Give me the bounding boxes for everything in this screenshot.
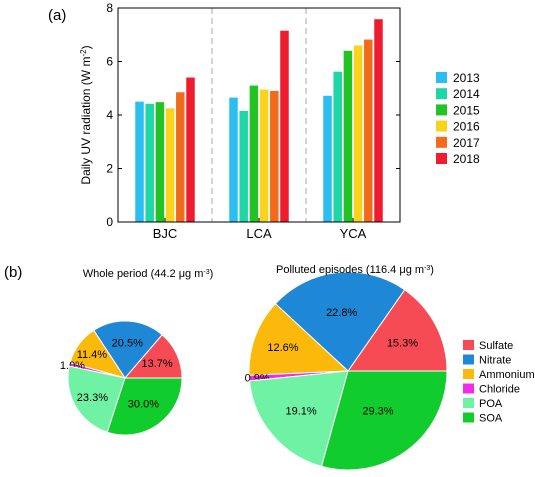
pie-whole-period-title-end: ) bbox=[210, 268, 214, 280]
pie-whole-period: 13.7%20.5%11.4%1.0%23.3%30.0% bbox=[60, 320, 183, 436]
bar-lca-2018 bbox=[280, 30, 289, 222]
pie-whole-period-title-sup: -3 bbox=[203, 269, 209, 276]
bar-yca-2015 bbox=[343, 50, 353, 222]
y-tick-label: 6 bbox=[106, 55, 113, 69]
pie-polluted-title-main: Polluted episodes (116.4 μg m bbox=[276, 264, 424, 276]
bar-bjc-2016 bbox=[165, 108, 175, 222]
legend-swatch-2018 bbox=[436, 153, 447, 164]
x-category-label: LCA bbox=[246, 226, 272, 241]
y-axis-label-end: ) bbox=[79, 45, 93, 49]
pie-slice-soa bbox=[106, 377, 183, 436]
pie-polluted-title: Polluted episodes (116.4 μg m-3) bbox=[276, 264, 434, 276]
bar-bjc-2013 bbox=[135, 101, 144, 222]
legend-swatch-2014 bbox=[436, 88, 447, 100]
pie-legend-label-soa: SOA bbox=[479, 413, 503, 425]
pie-slice-nitrate bbox=[93, 320, 163, 379]
pie-polluted-episodes: 15.3%22.8%12.6%0.9%19.1% 29.3% bbox=[245, 271, 448, 471]
pie-legend-label-sulfate: Sulfate bbox=[479, 340, 513, 352]
pie-slice-soa bbox=[320, 370, 448, 471]
pie-slice-nitrate bbox=[274, 271, 406, 372]
x-category-label: YCA bbox=[340, 226, 367, 241]
pie-label-nitrate: 22.8% bbox=[326, 307, 357, 319]
legend-swatch-2016 bbox=[436, 120, 447, 132]
pie-legend-label-chloride: Chloride bbox=[479, 384, 520, 396]
pie-slice-ammonium bbox=[248, 302, 350, 376]
pie-label-ammonium: 12.6% bbox=[267, 342, 298, 354]
pie-label-sulfate: 13.7% bbox=[142, 358, 173, 370]
pie-legend-swatch-nitrate bbox=[463, 354, 474, 365]
legend-label-2016: 2016 bbox=[453, 120, 480, 134]
bar-lca-2015 bbox=[249, 85, 259, 222]
legend-swatch-2015 bbox=[436, 104, 447, 116]
bar-series bbox=[135, 19, 383, 223]
legend-label-2013: 2013 bbox=[453, 71, 480, 85]
bar-yca-2018 bbox=[374, 19, 383, 222]
pie-label-poa: 19.1% bbox=[285, 406, 316, 418]
pie-label-ammonium: 11.4% bbox=[77, 349, 108, 361]
bar-bjc-2015 bbox=[155, 102, 165, 222]
pie-legend-label-nitrate: Nitrate bbox=[479, 355, 511, 367]
pie-legend-swatch-soa bbox=[463, 412, 474, 423]
legend-label-2017: 2017 bbox=[453, 136, 480, 150]
y-axis-label: Daily UV radiation (W m-2) bbox=[79, 45, 94, 184]
pie-whole-period-title-main: Whole period (44.2 μg m bbox=[83, 268, 204, 280]
legend-swatch-2017 bbox=[436, 136, 447, 148]
pie-legend-swatch-ammonium bbox=[463, 369, 474, 379]
y-tick-label: 4 bbox=[106, 108, 113, 122]
pie-label-soa: 29.3% bbox=[362, 405, 393, 417]
bar-yca-2014 bbox=[333, 71, 342, 222]
bar-lca-2017 bbox=[270, 90, 279, 222]
bar-lca-2014 bbox=[239, 110, 248, 222]
pie-legend: Sulfate Nitrate Ammonium Chloride POA SOA bbox=[463, 340, 535, 425]
pie-label-nitrate: 20.5% bbox=[112, 338, 143, 350]
bar-separators bbox=[211, 8, 307, 222]
pie-polluted-title-end: ) bbox=[430, 264, 434, 276]
legend-label-2014: 2014 bbox=[453, 87, 480, 101]
bar-lca-2016 bbox=[259, 89, 269, 223]
y-axis-label-sup: -2 bbox=[79, 49, 88, 57]
pie-legend-label-ammonium: Ammonium bbox=[479, 369, 535, 381]
legend-label-2015: 2015 bbox=[453, 103, 480, 117]
bar-bjc-2014 bbox=[145, 103, 154, 222]
x-axis-categories: BJC LCA YCA bbox=[153, 218, 367, 241]
pie-slice-poa bbox=[248, 370, 349, 468]
bar-bjc-2017 bbox=[176, 92, 185, 222]
pie-label-soa: 30.0% bbox=[128, 398, 159, 410]
bar-chart: 0 2 4 6 8 BJC LCA YCA Daily UV radiation (W m-… bbox=[79, 1, 481, 241]
pie-legend-swatch-poa bbox=[463, 398, 474, 408]
pie-polluted-title-sup: -3 bbox=[424, 265, 430, 272]
pie-legend-swatch-sulfate bbox=[463, 340, 474, 350]
pie-slice-poa bbox=[67, 365, 126, 433]
x-category-label: BJC bbox=[153, 226, 178, 241]
pie-legend-label-poa: POA bbox=[479, 398, 503, 410]
bar-lca-2013 bbox=[229, 97, 238, 222]
y-axis-label-main: Daily UV radiation (W m bbox=[79, 57, 93, 185]
y-axis-ticks: 0 2 4 6 8 bbox=[106, 1, 400, 229]
legend-swatch-2013 bbox=[436, 72, 447, 83]
bar-bjc-2018 bbox=[186, 77, 195, 222]
pie-label-poa: 23.3% bbox=[77, 392, 108, 404]
bar-yca-2017 bbox=[364, 39, 373, 222]
panel-a-label: (a) bbox=[48, 7, 66, 24]
pie-legend-swatch-chloride bbox=[463, 383, 474, 394]
pie-slice-sulfate bbox=[347, 289, 448, 372]
y-tick-label: 0 bbox=[106, 215, 113, 229]
bar-yca-2016 bbox=[353, 45, 363, 223]
legend-label-2018: 2018 bbox=[453, 152, 480, 166]
bar-legend: 2013 2014 2015 2016 2017 2018 bbox=[436, 71, 480, 166]
y-tick-label: 2 bbox=[106, 162, 113, 176]
panel-b-label: (b) bbox=[4, 264, 22, 281]
bar-yca-2013 bbox=[323, 95, 332, 222]
pie-whole-period-title: Whole period (44.2 μg m-3) bbox=[83, 268, 214, 280]
y-tick-label: 8 bbox=[106, 1, 113, 15]
pie-label-sulfate: 15.3% bbox=[387, 338, 418, 350]
